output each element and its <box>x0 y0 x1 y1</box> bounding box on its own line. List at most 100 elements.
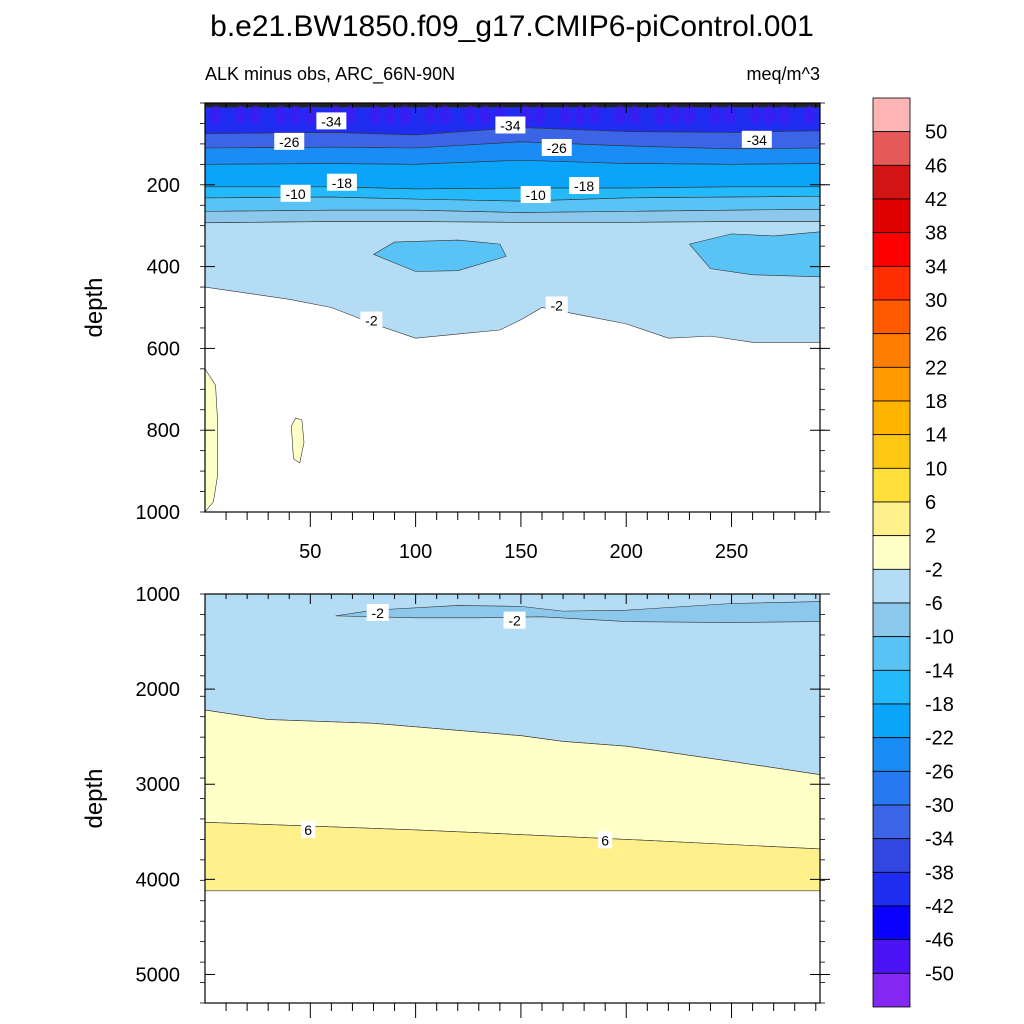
colorbar-box <box>872 400 911 436</box>
svg-text:-2: -2 <box>371 605 384 621</box>
colorbar-label: -18 <box>925 694 954 716</box>
colorbar-box <box>872 535 911 570</box>
contour-label: -18 <box>569 177 600 195</box>
near-surface-patch <box>613 105 626 126</box>
colorbar-box <box>872 299 911 335</box>
near-surface-patch <box>369 105 382 126</box>
near-surface-patch <box>708 105 721 126</box>
svg-text:-26: -26 <box>547 140 567 156</box>
y-tick-label: 2000 <box>136 679 181 701</box>
svg-text:-10: -10 <box>285 186 305 202</box>
contour-label: -2 <box>366 604 389 622</box>
x-tick-label: 150 <box>504 541 537 563</box>
contour-blob <box>205 368 218 512</box>
colorbar-box <box>872 198 911 234</box>
colorbar-label: 34 <box>925 256 947 278</box>
near-surface-patch <box>384 105 397 126</box>
near-surface-patch <box>439 105 452 126</box>
y-tick-label: 5000 <box>136 964 181 986</box>
contour-blob <box>372 239 507 272</box>
near-surface-patch <box>748 105 761 126</box>
contour-label: -2 <box>545 296 568 314</box>
near-surface-patch <box>763 105 776 126</box>
colorbar-box <box>872 939 911 974</box>
colorbar-label: 42 <box>925 189 947 211</box>
lower-panel: -2 -2 6 6 1000 2000 3000 4000 5000 depth <box>81 584 830 1018</box>
colorbar-label: -14 <box>925 660 954 682</box>
contour-label: -10 <box>280 184 311 202</box>
colorbar-label: 6 <box>925 492 936 514</box>
colorbar-box <box>872 770 911 806</box>
near-surface-patch <box>479 105 492 126</box>
near-surface-patch <box>344 105 357 126</box>
y-tick-label: 600 <box>147 338 180 360</box>
contour-label: 6 <box>301 820 316 838</box>
near-surface-patch <box>573 105 586 126</box>
colorbar-box <box>872 434 911 469</box>
contour-label: -2 <box>503 611 526 629</box>
near-surface-patch <box>559 105 572 126</box>
near-surface-patch <box>628 105 641 126</box>
contour-band <box>205 221 820 343</box>
near-surface-patch <box>289 105 302 126</box>
contour-label: 6 <box>598 831 613 849</box>
near-surface-patch <box>723 105 736 126</box>
contour-band <box>205 159 820 190</box>
contour-label: -34 <box>741 130 772 148</box>
colorbar-box <box>872 703 911 739</box>
colorbar-label: 14 <box>925 425 947 447</box>
colorbar-label: -6 <box>925 593 943 615</box>
colorbar-box <box>872 568 911 604</box>
near-surface-patch <box>424 105 437 126</box>
colorbar-box <box>872 838 911 873</box>
contour-band <box>205 821 820 892</box>
colorbar-label: 26 <box>925 324 947 346</box>
colorbar-box <box>872 131 911 166</box>
svg-text:-34: -34 <box>747 132 767 148</box>
colorbar-box <box>872 602 911 638</box>
svg-text:-2: -2 <box>508 613 521 629</box>
colorbar-box <box>872 164 911 200</box>
colorbar: 50 46 42 38 34 30 26 22 18 14 10 6 2 -2 -6 -10 -14 -18 -22… <box>872 97 954 1008</box>
colorbar-label: -26 <box>925 761 954 783</box>
colorbar-box <box>872 804 911 840</box>
plot-area: -34 -26 -34 -26 -34 -18 -10 -10 -18 -2 -2 <box>205 103 820 512</box>
colorbar-label: 50 <box>925 122 947 144</box>
colorbar-box <box>872 265 911 301</box>
colorbar-label: 46 <box>925 155 947 177</box>
colorbar-label: -22 <box>925 728 954 750</box>
colorbar-label: -34 <box>925 829 954 851</box>
subtitle-right: meq/m^3 <box>747 64 820 84</box>
contour-label: -34 <box>316 112 347 130</box>
colorbar-box <box>872 467 911 503</box>
y-tick-label: 3000 <box>136 774 181 796</box>
contour-label: -18 <box>326 173 357 191</box>
upper-panel: -34 -26 -34 -26 -34 -18 -10 -10 -18 -2 -2 200 400 600… <box>81 102 830 563</box>
svg-text:-34: -34 <box>321 113 341 129</box>
near-surface-patch <box>778 105 791 126</box>
svg-text:6: 6 <box>304 822 312 838</box>
colorbar-label: 22 <box>925 357 947 379</box>
svg-text:-26: -26 <box>279 134 299 150</box>
near-surface-patch <box>399 105 412 126</box>
colorbar-box <box>872 333 911 368</box>
x-tick-label: 50 <box>299 541 321 563</box>
near-surface-patch <box>533 105 546 126</box>
colorbar-label: 10 <box>925 458 947 480</box>
contour-label: -34 <box>495 116 526 134</box>
colorbar-label: -10 <box>925 627 954 649</box>
near-surface-patch <box>274 105 287 126</box>
x-tick-label: 250 <box>715 541 748 563</box>
subtitle-left: ALK minus obs, ARC_66N-90N <box>205 64 455 85</box>
colorbar-label: 38 <box>925 223 947 245</box>
svg-text:-2: -2 <box>551 297 564 313</box>
contour-label: -26 <box>274 132 305 150</box>
near-surface-patch <box>803 105 816 126</box>
contour-blob <box>335 601 820 623</box>
near-surface-patch <box>464 105 477 126</box>
svg-text:-10: -10 <box>526 187 546 203</box>
contour-blob <box>688 231 820 278</box>
colorbar-label: 2 <box>925 526 936 548</box>
colorbar-box <box>872 636 911 671</box>
